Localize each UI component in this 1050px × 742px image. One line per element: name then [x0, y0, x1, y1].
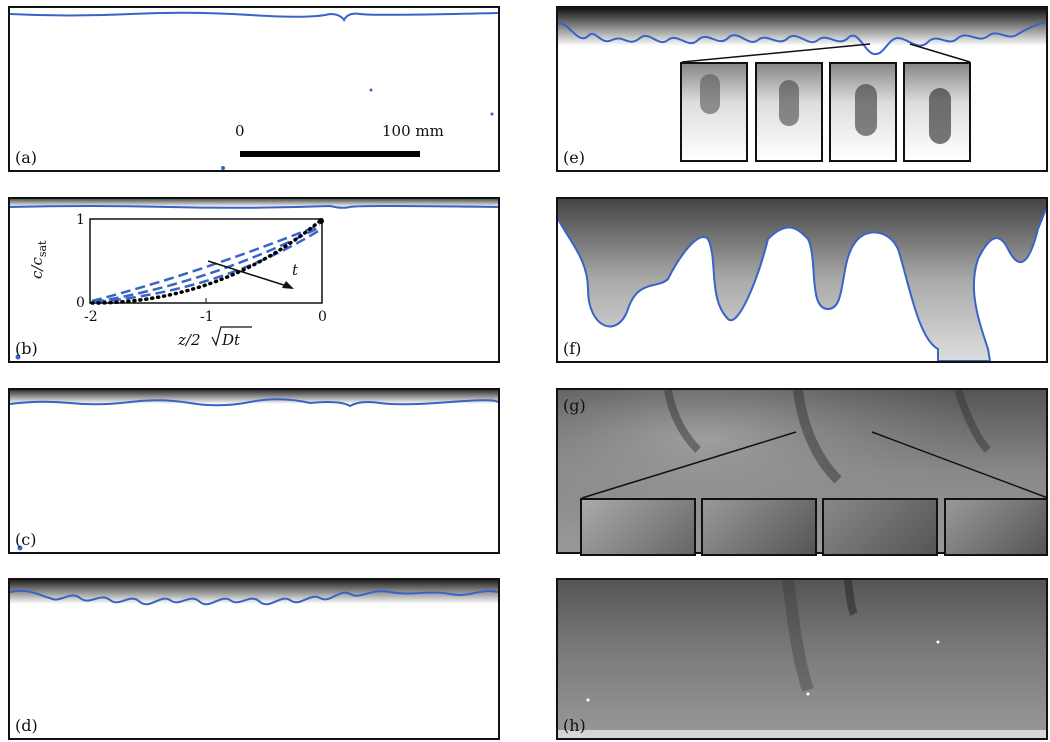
panel-g-zoom-2	[701, 498, 817, 556]
y-tick-1: 1	[76, 212, 85, 228]
plume	[855, 84, 877, 136]
panel-b-interface	[10, 199, 498, 360]
plume	[929, 88, 951, 144]
panel-d-label: (d)	[15, 716, 38, 735]
panel-e-zoom-3	[829, 62, 897, 162]
x-tick-neg2: -2	[84, 309, 98, 325]
arrow-label: t	[292, 261, 299, 279]
panel-h-image	[558, 580, 1046, 738]
time-arrowhead	[282, 281, 294, 289]
panel-h-label: (h)	[563, 716, 586, 735]
panel-g-zoom-1	[580, 498, 696, 556]
analytic-fit-curve	[90, 219, 322, 305]
svg-text:Dt: Dt	[221, 331, 241, 349]
scale-start-label: 0	[235, 122, 245, 140]
panel-d-interface	[10, 580, 498, 606]
profile-curve-3	[95, 228, 321, 304]
x-tick-neg1: -1	[200, 309, 214, 325]
panel-c-label: (c)	[15, 530, 37, 549]
panel-d: (d)	[8, 578, 500, 740]
x-tick-0: 0	[318, 309, 327, 325]
y-tick-0: 0	[76, 295, 85, 311]
panel-g-zoom-4	[944, 498, 1048, 556]
panel-f-label: (f)	[563, 339, 582, 358]
panel-e-zoom-1	[680, 62, 748, 162]
plume	[779, 80, 799, 126]
panel-b: (b) t 1 0 -2 -1 0 c/csat z/2 Dt	[8, 197, 500, 363]
panel-e-interface	[558, 8, 1046, 56]
svg-text:z/2: z/2	[177, 331, 201, 349]
x-axis-label: z/2 Dt	[177, 326, 252, 349]
plot-frame	[89, 218, 323, 304]
panel-a-label: (a)	[15, 148, 38, 167]
svg-text:c/csat: c/csat	[28, 240, 49, 279]
panel-c: (c)	[8, 388, 500, 554]
fit-endpoint	[318, 218, 324, 224]
panel-g-label: (g)	[563, 396, 586, 415]
y-axis-label: c/csat	[28, 240, 49, 279]
scale-end-label: 100 mm	[382, 122, 444, 140]
panel-a-interface	[10, 11, 498, 170]
plume	[700, 74, 720, 114]
scale-bar	[240, 151, 420, 157]
panel-a: (a) 0 100 mm	[8, 6, 500, 172]
time-arrow	[207, 260, 291, 288]
concentration-profile-plot: t 1 0 -2 -1 0 c/csat z/2 Dt	[28, 212, 327, 349]
panel-h: (h)	[556, 578, 1048, 740]
panel-f-interface	[558, 199, 1046, 361]
panel-c-interface	[10, 390, 498, 551]
panel-g-zoom-3	[822, 498, 938, 556]
panel-e-zoom-4	[903, 62, 971, 162]
panel-f: (f)	[556, 197, 1048, 363]
panel-e-zoom-2	[755, 62, 823, 162]
panel-e-label: (e)	[563, 148, 585, 167]
panel-b-label: (b)	[15, 339, 38, 358]
